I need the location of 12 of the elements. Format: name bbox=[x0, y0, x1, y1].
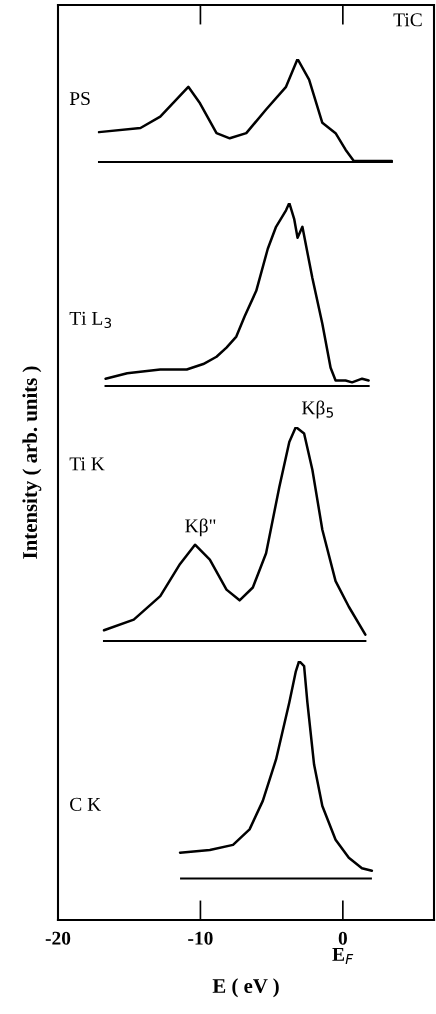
annotation: Kβ$_{5}$ bbox=[301, 400, 333, 419]
x-tick-label: -10 bbox=[188, 931, 213, 945]
x-tick-label: -20 bbox=[45, 931, 71, 945]
x-tick-label: 0 E$_{F}$ bbox=[332, 931, 354, 964]
text: Ti K bbox=[69, 457, 105, 471]
series-label: PS bbox=[69, 92, 90, 106]
y-axis-title: Intensity ( arb. units ) bbox=[22, 366, 42, 559]
text: Ti L$_{3}$ bbox=[69, 311, 112, 329]
text: C K bbox=[70, 797, 101, 811]
annotation: Kβ" bbox=[185, 518, 216, 537]
chart-title: TiC bbox=[393, 13, 422, 27]
x-axis-title: E ( eV ) bbox=[212, 978, 279, 998]
